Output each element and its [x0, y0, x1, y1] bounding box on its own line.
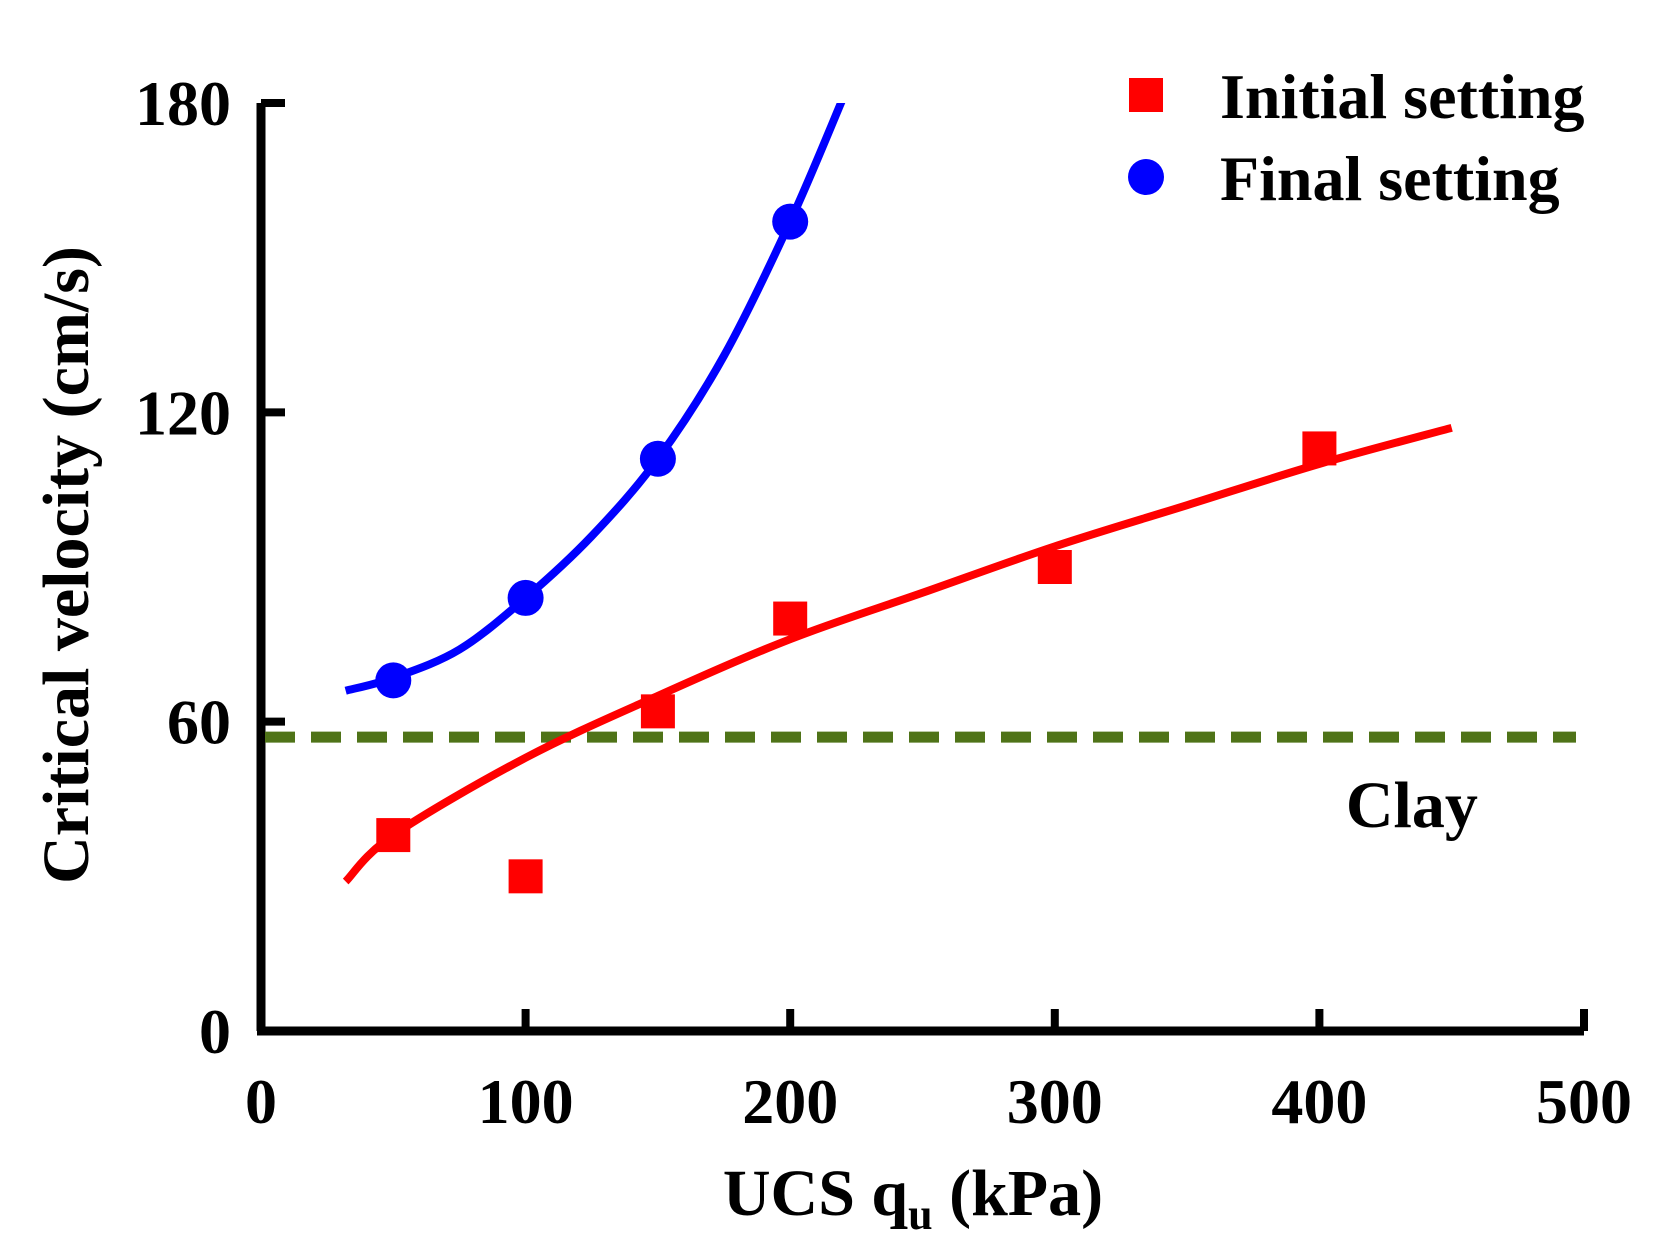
- fit-curve-initial-setting: [342, 423, 1453, 885]
- reference-line-group: Clay: [265, 731, 1576, 842]
- data-point-initial-setting: [773, 601, 808, 636]
- legend-label-final-setting: Final setting: [1220, 143, 1560, 214]
- legend: Initial setting Final setting: [1128, 61, 1584, 214]
- data-point-initial-setting: [1037, 550, 1072, 584]
- fit-curves: [342, 103, 1453, 885]
- data-point-final-setting: [507, 579, 544, 616]
- data-point-initial-setting: [1302, 431, 1337, 466]
- y-tick-label: 180: [135, 68, 231, 139]
- data-point-initial-setting: [640, 694, 675, 729]
- axes: [256, 103, 1584, 1036]
- legend-label-initial-setting: Initial setting: [1220, 61, 1584, 132]
- data-point-final-setting: [772, 203, 809, 240]
- x-tick-label: 300: [1007, 1066, 1103, 1137]
- x-tick-label: 400: [1271, 1066, 1367, 1137]
- x-axis-title-unit-spacer: [933, 1157, 950, 1230]
- y-tick-label: 120: [135, 377, 231, 448]
- x-ticks: 0 100 200 300 400 500: [245, 1009, 1632, 1137]
- x-axis-title-subscript: u: [908, 1190, 932, 1239]
- data-point-initial-setting: [376, 818, 411, 853]
- x-tick-label: 200: [742, 1066, 838, 1137]
- y-tick-label: 0: [199, 996, 231, 1067]
- fit-curve-final-setting: [344, 103, 846, 695]
- x-tick-label: 500: [1536, 1066, 1632, 1137]
- x-axis-title-main: UCS q: [723, 1157, 909, 1230]
- legend-marker-initial-setting: [1129, 78, 1163, 112]
- x-tick-label: 0: [245, 1066, 277, 1137]
- x-axis-title-unit: (kPa): [949, 1157, 1103, 1230]
- x-tick-label: 100: [478, 1066, 574, 1137]
- data-point-initial-setting: [508, 859, 543, 894]
- y-tick-label: 60: [167, 687, 231, 758]
- y-ticks: 0 60 120 180: [135, 68, 285, 1067]
- data-point-final-setting: [639, 440, 676, 477]
- y-axis-title: Critical velocity (cm/s): [30, 246, 103, 884]
- x-axis-title: UCS qu (kPa): [723, 1157, 1103, 1239]
- data-markers: [375, 203, 1337, 894]
- legend-marker-final-setting: [1128, 159, 1164, 195]
- data-point-final-setting: [375, 662, 412, 699]
- clay-label: Clay: [1346, 769, 1478, 842]
